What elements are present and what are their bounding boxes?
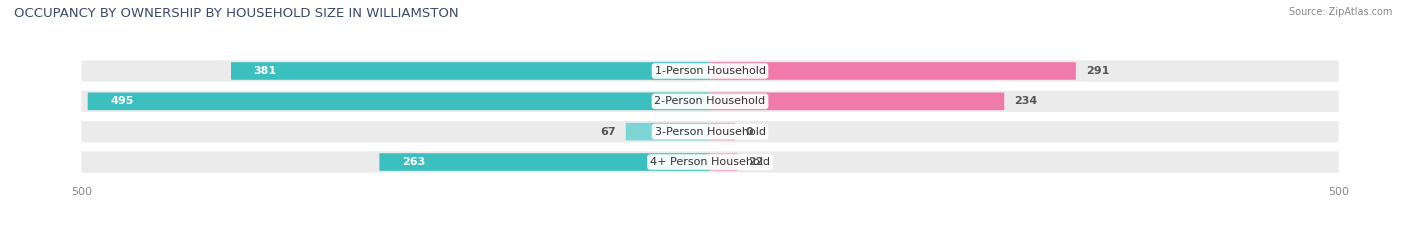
Text: 1-Person Household: 1-Person Household <box>655 66 765 76</box>
Text: 3-Person Household: 3-Person Household <box>655 127 765 137</box>
Text: 67: 67 <box>600 127 616 137</box>
FancyBboxPatch shape <box>710 93 1004 110</box>
FancyBboxPatch shape <box>626 123 710 140</box>
FancyBboxPatch shape <box>710 62 1076 80</box>
FancyBboxPatch shape <box>82 91 1339 112</box>
Text: 234: 234 <box>1014 96 1038 106</box>
Text: 22: 22 <box>748 157 763 167</box>
Text: OCCUPANCY BY OWNERSHIP BY HOUSEHOLD SIZE IN WILLIAMSTON: OCCUPANCY BY OWNERSHIP BY HOUSEHOLD SIZE… <box>14 7 458 20</box>
FancyBboxPatch shape <box>82 151 1339 173</box>
FancyBboxPatch shape <box>82 121 1339 142</box>
Text: 263: 263 <box>402 157 425 167</box>
FancyBboxPatch shape <box>710 123 735 140</box>
FancyBboxPatch shape <box>231 62 710 80</box>
FancyBboxPatch shape <box>380 153 710 171</box>
Legend: Owner-occupied, Renter-occupied: Owner-occupied, Renter-occupied <box>593 229 827 233</box>
FancyBboxPatch shape <box>82 60 1339 82</box>
Text: 291: 291 <box>1085 66 1109 76</box>
FancyBboxPatch shape <box>710 153 738 171</box>
Text: 0: 0 <box>745 127 752 137</box>
Text: 4+ Person Household: 4+ Person Household <box>650 157 770 167</box>
Text: 495: 495 <box>110 96 134 106</box>
Text: Source: ZipAtlas.com: Source: ZipAtlas.com <box>1288 7 1392 17</box>
Text: 2-Person Household: 2-Person Household <box>654 96 766 106</box>
Text: 381: 381 <box>253 66 277 76</box>
FancyBboxPatch shape <box>87 93 710 110</box>
